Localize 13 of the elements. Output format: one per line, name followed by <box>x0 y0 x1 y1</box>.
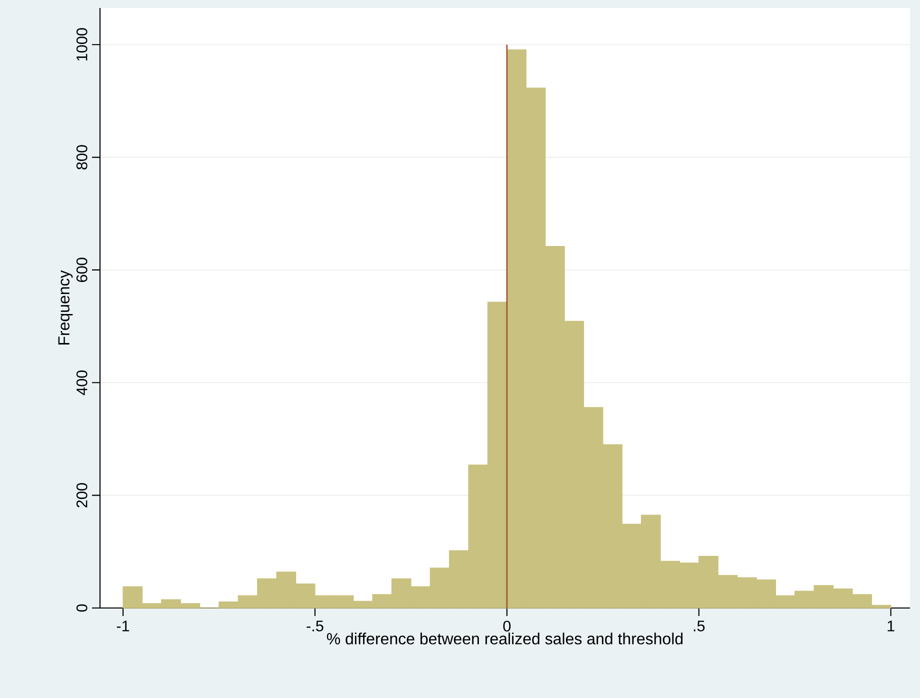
x-tick-label: .5 <box>694 620 705 632</box>
y-axis-title: Frequency <box>58 270 73 344</box>
y-tick-label: 400 <box>76 370 88 396</box>
x-axis-title: % difference between realized sales and threshold <box>326 632 683 644</box>
y-tick-label: 200 <box>76 483 88 508</box>
y-tick-label: 1000 <box>76 28 88 60</box>
y-tick-label: 600 <box>76 258 88 282</box>
x-tick-label: 0 <box>503 620 511 632</box>
x-tick-label: -.5 <box>306 620 324 632</box>
y-tick-label: 0 <box>76 604 88 612</box>
x-tick-label: 1 <box>888 620 894 632</box>
x-tick-label: -1 <box>116 620 130 632</box>
y-tick-label: 800 <box>76 145 88 170</box>
